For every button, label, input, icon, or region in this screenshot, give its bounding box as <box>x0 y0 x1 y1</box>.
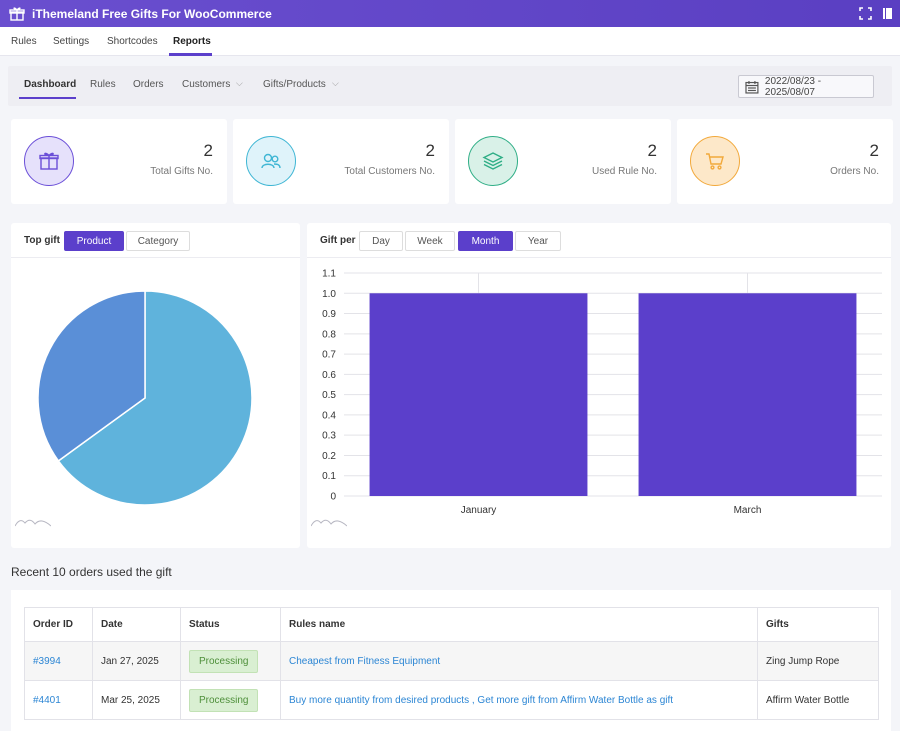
nav-shortcodes[interactable]: Shortcodes <box>107 36 158 47</box>
status-badge: Processing <box>189 688 259 712</box>
chevron-down-icon[interactable]: ⌵ <box>236 78 243 88</box>
top-gift-label: Top gift <box>24 235 60 246</box>
stat-value: 2 <box>425 141 435 160</box>
subnav-dashboard[interactable]: Dashboard <box>24 79 77 90</box>
recent-orders-title: Recent 10 orders used the gift <box>11 565 172 579</box>
y-tick-label: 0.1 <box>322 471 336 482</box>
pie-slice <box>37 290 146 462</box>
subnav-rules[interactable]: Rules <box>90 79 116 90</box>
y-tick-label: 0.4 <box>322 410 336 421</box>
y-tick-label: 0.9 <box>322 309 336 320</box>
y-tick-label: 0.3 <box>322 431 336 442</box>
rule-name-link[interactable]: Buy more quantity from desired products … <box>289 694 674 706</box>
cart-icon <box>690 136 740 186</box>
stat-card-customers: 2 Total Customers No. <box>233 119 449 204</box>
chart-loading-icon <box>311 519 347 527</box>
y-tick-label: 0.6 <box>322 370 336 381</box>
app-title: iThemeland Free Gifts For WooCommerce <box>32 6 272 21</box>
column-header: Order ID <box>24 607 93 642</box>
y-tick-label: 0.8 <box>322 329 336 340</box>
stat-card-rules: 2 Used Rule No. <box>455 119 671 204</box>
date-range-picker[interactable]: 2022/08/23 - 2025/08/07 <box>738 75 874 98</box>
book-icon[interactable] <box>880 6 894 20</box>
date-range-value: 2022/08/23 - 2025/08/07 <box>764 75 822 98</box>
x-tick-label: March <box>734 505 762 516</box>
active-subnav-indicator <box>19 97 76 99</box>
column-header: Status <box>180 607 281 642</box>
app-header: iThemeland Free Gifts For WooCommerce <box>0 0 900 27</box>
order-date: Mar 25, 2025 <box>92 680 181 720</box>
stat-label: Orders No. <box>830 166 879 177</box>
y-tick-label: 0 <box>330 492 336 503</box>
recent-orders-table-panel: Order ID Date Status Rules name Gifts #3… <box>11 590 891 731</box>
order-id-link[interactable]: #4401 <box>33 694 61 706</box>
stat-value: 2 <box>203 141 213 160</box>
subnav-customers[interactable]: Customers <box>182 79 231 90</box>
table-row: #3994 Jan 27, 2025 Processing Cheapest f… <box>24 641 879 681</box>
bar <box>369 293 588 496</box>
y-tick-label: 0.5 <box>322 390 336 401</box>
subnav-orders[interactable]: Orders <box>133 79 164 90</box>
column-header: Date <box>92 607 181 642</box>
gift-icon <box>24 136 74 186</box>
table-row: #4401 Mar 25, 2025 Processing Buy more q… <box>24 680 879 720</box>
chevron-down-icon[interactable]: ⌵ <box>332 78 339 88</box>
nav-rules[interactable]: Rules <box>11 36 37 47</box>
tab-category[interactable]: Category <box>126 231 190 251</box>
gift-per-panel: Gift per Day Week Month Year 0 0.1 0.2 0.3 0… <box>307 223 891 548</box>
stat-card-gifts: 2 Total Gifts No. <box>11 119 227 204</box>
report-subnav: Dashboard Rules Orders Customers ⌵ Gifts… <box>8 66 892 106</box>
tab-day[interactable]: Day <box>359 231 403 251</box>
stat-label: Used Rule No. <box>591 166 657 177</box>
pie-slice <box>57 290 253 506</box>
rule-name-link[interactable]: Cheapest from Fitness Equipment <box>289 655 441 667</box>
customers-icon <box>246 136 296 186</box>
main-nav: Rules Settings Shortcodes Reports <box>0 27 900 56</box>
gift-per-bar-chart: 0 0.1 0.2 0.3 0.4 0.5 0.6 0.7 0.8 0.9 1.0 1.1 Januar… <box>322 269 882 516</box>
stat-label: Total Customers No. <box>344 166 435 177</box>
recent-orders-table: Order ID Date Status Rules name Gifts #3… <box>24 607 879 720</box>
fullscreen-icon[interactable] <box>858 6 872 20</box>
tab-week[interactable]: Week <box>405 231 455 251</box>
gift-per-label: Gift per <box>320 235 356 246</box>
stat-label: Total Gifts No. <box>150 166 213 177</box>
x-tick-label: January <box>461 505 497 516</box>
column-header: Rules name <box>280 607 758 642</box>
status-badge: Processing <box>189 649 259 673</box>
layers-icon <box>468 136 518 186</box>
gift-name: Zing Jump Rope <box>757 641 879 681</box>
y-tick-label: 0.2 <box>322 451 336 462</box>
y-tick-label: 0.7 <box>322 350 336 361</box>
top-gift-pie-chart <box>37 290 253 506</box>
top-gift-panel: Top gift Product Category <box>11 223 300 548</box>
order-id-link[interactable]: #3994 <box>33 655 61 667</box>
stat-value: 2 <box>647 141 657 160</box>
stat-card-orders: 2 Orders No. <box>677 119 893 204</box>
chart-loading-icon <box>15 519 51 527</box>
active-nav-indicator <box>169 53 212 56</box>
stat-value: 2 <box>869 141 879 160</box>
tab-year[interactable]: Year <box>515 231 561 251</box>
nav-reports[interactable]: Reports <box>173 36 211 47</box>
nav-settings[interactable]: Settings <box>53 36 90 47</box>
tab-product[interactable]: Product <box>64 231 124 251</box>
bar <box>638 293 857 496</box>
gift-name: Affirm Water Bottle <box>757 680 879 720</box>
gift-logo-icon <box>8 5 26 23</box>
column-header: Gifts <box>757 607 879 642</box>
tab-month[interactable]: Month <box>458 231 513 251</box>
calendar-icon <box>745 80 759 94</box>
y-tick-label: 1.0 <box>322 289 336 300</box>
y-tick-label: 1.1 <box>322 269 336 280</box>
subnav-gifts-products[interactable]: Gifts/Products <box>263 79 326 90</box>
order-date: Jan 27, 2025 <box>92 641 181 681</box>
